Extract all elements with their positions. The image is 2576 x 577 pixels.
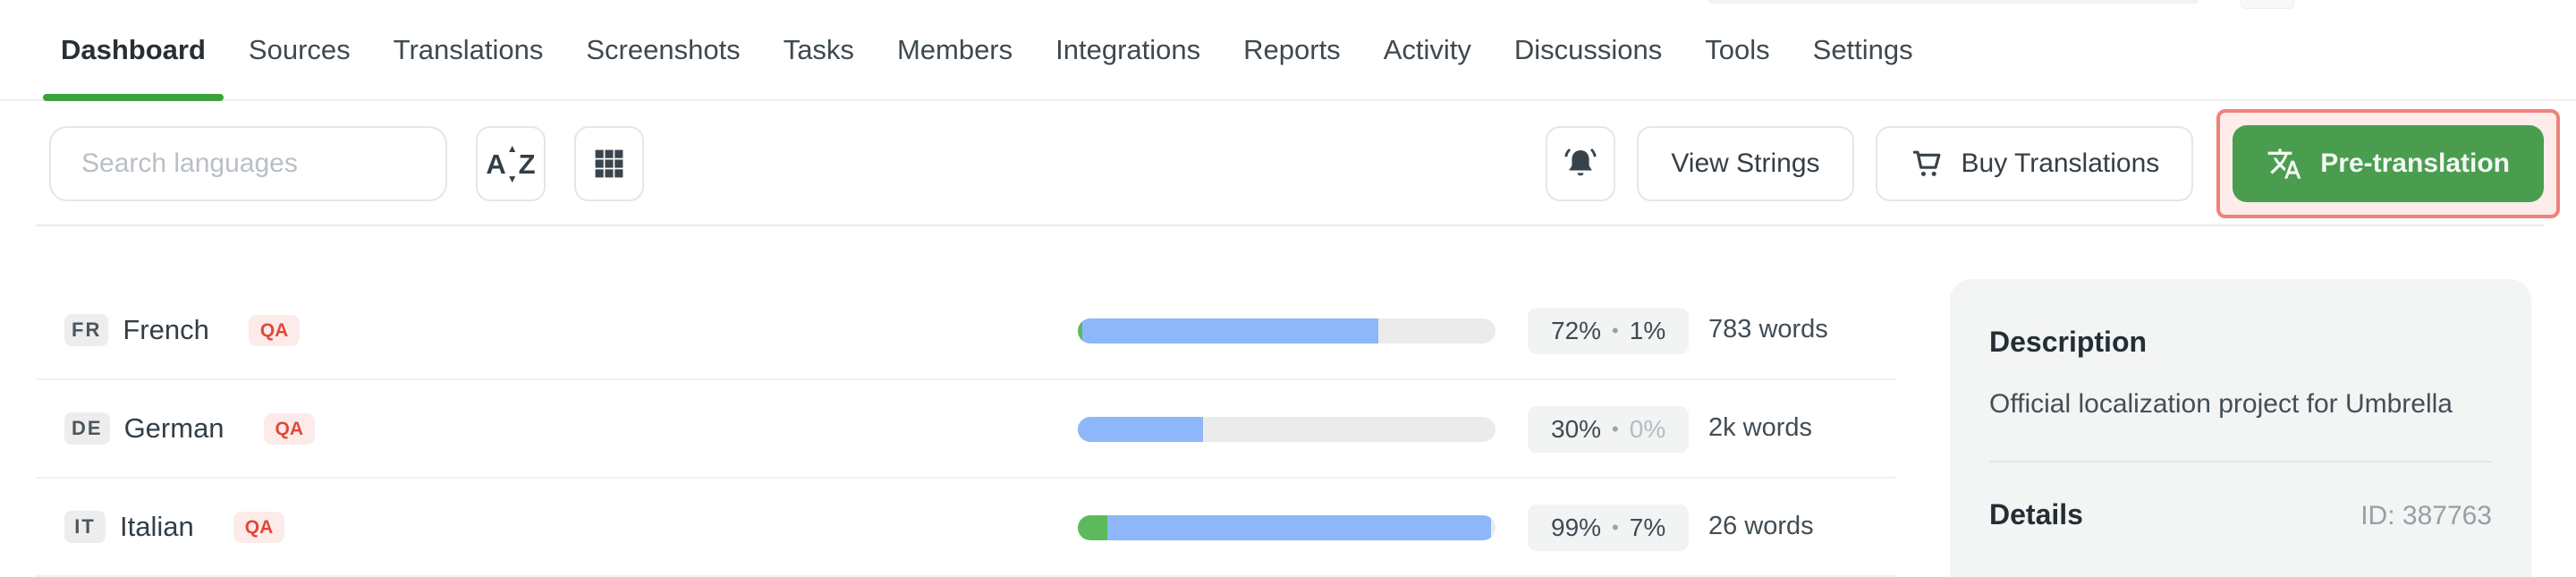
progress-stats-chip: 30% • 0% (1528, 406, 1690, 453)
dot-separator-icon: • (1612, 319, 1619, 342)
pre-translation-label: Pre-translation (2320, 148, 2510, 178)
tab-sources[interactable]: Sources (248, 33, 351, 65)
view-strings-button[interactable]: View Strings (1637, 126, 1854, 201)
language-name: French (123, 314, 209, 345)
tab-activity[interactable]: Activity (1383, 33, 1471, 65)
project-nav: Dashboard Sources Translations Screensho… (0, 0, 2576, 101)
buy-translations-button[interactable]: Buy Translations (1875, 126, 2194, 201)
cutoff-header-element (2241, 0, 2294, 9)
details-title: Details (1989, 498, 2083, 530)
buy-translations-label: Buy Translations (1961, 148, 2160, 178)
approved-progress-segment (1078, 515, 1107, 540)
translation-progress-bar (1078, 417, 1496, 442)
notifications-button[interactable] (1546, 126, 1616, 201)
pre-translation-highlight-annotation: Pre-translation (2216, 109, 2560, 218)
description-title: Description (1989, 326, 2148, 358)
a-z-sort-icon: A ▲ ▼ Z (486, 142, 536, 185)
qa-badge: QA (248, 314, 301, 346)
translated-progress-segment (1106, 515, 1492, 540)
translated-percent: 99% (1551, 513, 1602, 541)
tab-screenshots[interactable]: Screenshots (586, 33, 741, 65)
approved-percent: 7% (1629, 513, 1666, 541)
tab-members[interactable]: Members (896, 33, 1013, 65)
tab-reports[interactable]: Reports (1243, 33, 1341, 65)
translated-percent: 30% (1551, 415, 1602, 443)
approved-progress-segment (1078, 318, 1082, 344)
translation-progress-bar (1078, 515, 1496, 540)
tab-discussions[interactable]: Discussions (1513, 33, 1663, 65)
progress-stats-chip: 99% • 7% (1528, 505, 1690, 551)
tab-tasks[interactable]: Tasks (783, 33, 854, 65)
dot-separator-icon: • (1612, 516, 1619, 539)
words-count: 2k words (1708, 413, 1813, 442)
translated-progress-segment (1078, 417, 1204, 442)
language-code-badge: FR (64, 314, 109, 346)
qa-badge: QA (263, 412, 316, 445)
approved-percent: 1% (1629, 317, 1666, 344)
language-list: FR French QA 72% • 1% 783 words DE Germa… (36, 282, 1896, 577)
language-row-french[interactable]: FR French QA 72% • 1% 783 words (36, 282, 1896, 380)
words-count: 26 words (1708, 512, 1814, 540)
bell-icon (1564, 148, 1597, 176)
language-row-italian[interactable]: IT Italian QA 99% • 7% 26 words (36, 479, 1896, 577)
translated-progress-segment (1081, 318, 1379, 344)
panel-divider (1989, 461, 2492, 462)
pre-translation-button[interactable]: Pre-translation (2233, 125, 2544, 202)
approved-percent: 0% (1629, 415, 1666, 443)
sort-az-button[interactable]: A ▲ ▼ Z (476, 126, 546, 201)
tab-settings[interactable]: Settings (1812, 33, 1913, 65)
toolbar-divider (36, 225, 2545, 226)
language-code-badge: DE (64, 412, 110, 445)
dashboard-toolbar: A▲▼Z View Strings (0, 101, 2576, 226)
tab-integrations[interactable]: Integrations (1055, 33, 1201, 65)
words-count: 783 words (1708, 315, 1828, 344)
cart-icon (1912, 150, 1940, 176)
language-code-badge: IT (64, 511, 106, 543)
tab-tools[interactable]: Tools (1705, 33, 1770, 65)
view-strings-label: View Strings (1671, 148, 1820, 178)
language-name: German (123, 412, 225, 444)
grid-icon (595, 149, 623, 178)
progress-stats-chip: 72% • 1% (1528, 308, 1690, 354)
translated-percent: 72% (1551, 317, 1602, 344)
language-name: Italian (120, 511, 194, 542)
qa-badge: QA (233, 511, 285, 543)
language-row-german[interactable]: DE German QA 30% • 0% 2k words (36, 380, 1896, 479)
project-id: ID: 387763 (2360, 501, 2492, 530)
search-languages-input[interactable] (49, 126, 447, 201)
cutoff-header-element (1708, 0, 2199, 4)
translate-icon (2267, 148, 2301, 179)
description-text: Official localization project for Umbrel… (1989, 389, 2453, 419)
dot-separator-icon: • (1612, 418, 1619, 440)
grid-view-button[interactable] (574, 126, 644, 201)
translation-progress-bar (1078, 318, 1496, 344)
tab-dashboard[interactable]: Dashboard (39, 0, 227, 101)
project-details-panel: Description Official localization projec… (1950, 279, 2531, 577)
tab-translations[interactable]: Translations (393, 33, 544, 65)
